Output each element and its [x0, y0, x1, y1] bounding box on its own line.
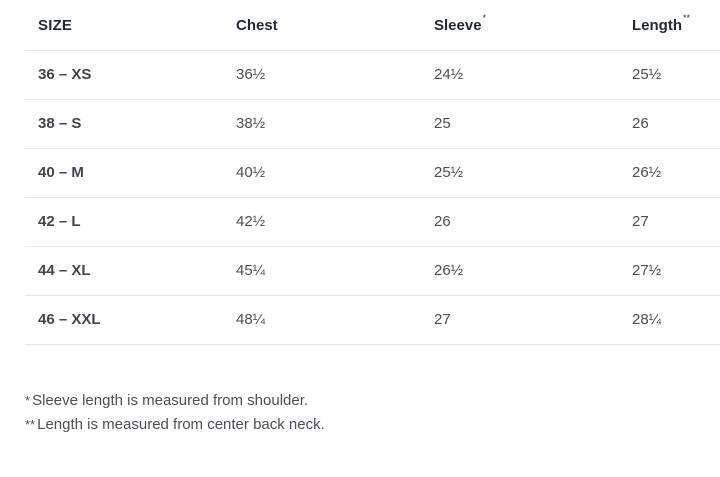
table-body: 36 – XS 36½ 24½ 25½ 38 – S 38½ 25 26 40 … — [25, 49, 720, 345]
header-chest: Chest — [236, 17, 278, 35]
chest-cell: 45¼ — [223, 245, 421, 295]
size-cell: 44 – XL — [25, 245, 223, 295]
header-sleeve: Sleeve* — [434, 13, 487, 35]
length-footnote-mark: ** — [683, 13, 691, 24]
length-cell: 27½ — [619, 245, 720, 295]
footnote-mark: ** — [25, 417, 36, 432]
sleeve-cell: 26 — [421, 196, 619, 246]
length-cell: 25½ — [619, 49, 720, 99]
footnotes: * Sleeve length is measured from shoulder… — [25, 389, 325, 437]
table-row: 40 – M 40½ 25½ 26½ — [25, 147, 720, 197]
table-row: 44 – XL 45¼ 26½ 27½ — [25, 245, 720, 295]
chest-cell: 38½ — [223, 98, 421, 148]
footnote-text: Length is measured from center back neck… — [37, 416, 325, 433]
table-row: 46 – XXL 48¼ 27 28¼ — [25, 294, 720, 345]
size-cell: 40 – M — [25, 147, 223, 197]
footnote-length: ** Length is measured from center back ne… — [25, 413, 325, 437]
header-size: SIZE — [38, 17, 73, 35]
table-row: 42 – L 42½ 26 27 — [25, 196, 720, 246]
table-row: 36 – XS 36½ 24½ 25½ — [25, 49, 720, 99]
sleeve-footnote-mark: * — [482, 13, 487, 24]
length-cell: 26 — [619, 98, 720, 148]
table-header: SIZE Chest Sleeve* Length** — [25, 2, 720, 50]
size-cell: 46 – XXL — [25, 294, 223, 345]
chest-cell: 36½ — [223, 49, 421, 99]
length-cell: 26½ — [619, 147, 720, 197]
chest-cell: 42½ — [223, 196, 421, 246]
length-cell: 28¼ — [619, 294, 720, 345]
footnote-sleeve: * Sleeve length is measured from shoulder… — [25, 389, 325, 413]
footnote-text: Sleeve length is measured from shoulder. — [32, 392, 309, 409]
header-length: Length** — [632, 13, 691, 35]
size-cell: 38 – S — [25, 98, 223, 148]
size-chart-table: SIZE Chest Sleeve* Length** 36 – XS 36½ … — [25, 2, 720, 345]
sleeve-cell: 24½ — [421, 49, 619, 99]
header-row: SIZE Chest Sleeve* Length** — [25, 2, 720, 50]
sleeve-cell: 26½ — [421, 245, 619, 295]
sleeve-cell: 25½ — [421, 147, 619, 197]
chest-cell: 48¼ — [223, 294, 421, 345]
length-cell: 27 — [619, 196, 720, 246]
chest-cell: 40½ — [223, 147, 421, 197]
size-cell: 42 – L — [25, 196, 223, 246]
sleeve-cell: 27 — [421, 294, 619, 345]
table-row: 38 – S 38½ 25 26 — [25, 98, 720, 148]
size-cell: 36 – XS — [25, 49, 223, 99]
sleeve-cell: 25 — [421, 98, 619, 148]
footnote-mark: * — [25, 393, 31, 408]
